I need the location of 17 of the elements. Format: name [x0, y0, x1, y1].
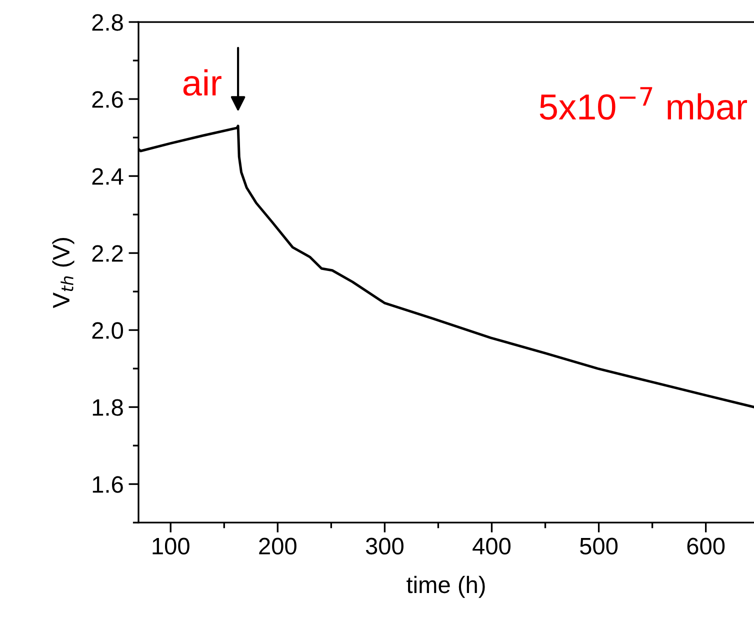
y-tick-label: 2.8 — [92, 14, 123, 31]
y-tick-label: 2.2 — [92, 245, 123, 262]
y-tick-label: 2.4 — [92, 168, 124, 185]
y-tick-label: 1.6 — [92, 476, 123, 493]
annotation: 5x10$^{−7}$ mbar — [540, 87, 748, 120]
x-tick-label: 200 — [259, 538, 296, 555]
y-tick-label: 1.8 — [92, 399, 123, 416]
x-tick-label: 100 — [152, 538, 190, 555]
x-tick-label: 300 — [366, 538, 404, 555]
x-tick-label: 400 — [472, 538, 511, 555]
x-tick-label: 500 — [580, 538, 618, 555]
annotation: air — [183, 69, 222, 96]
x-tick-label: 600 — [687, 538, 725, 555]
x-axis-title: time (h) — [406, 576, 485, 598]
y-tick-label: 2.0 — [92, 322, 124, 339]
y-tick-label: 2.6 — [92, 91, 123, 108]
y-axis-title: V$_{th}$ (V) — [52, 238, 74, 308]
